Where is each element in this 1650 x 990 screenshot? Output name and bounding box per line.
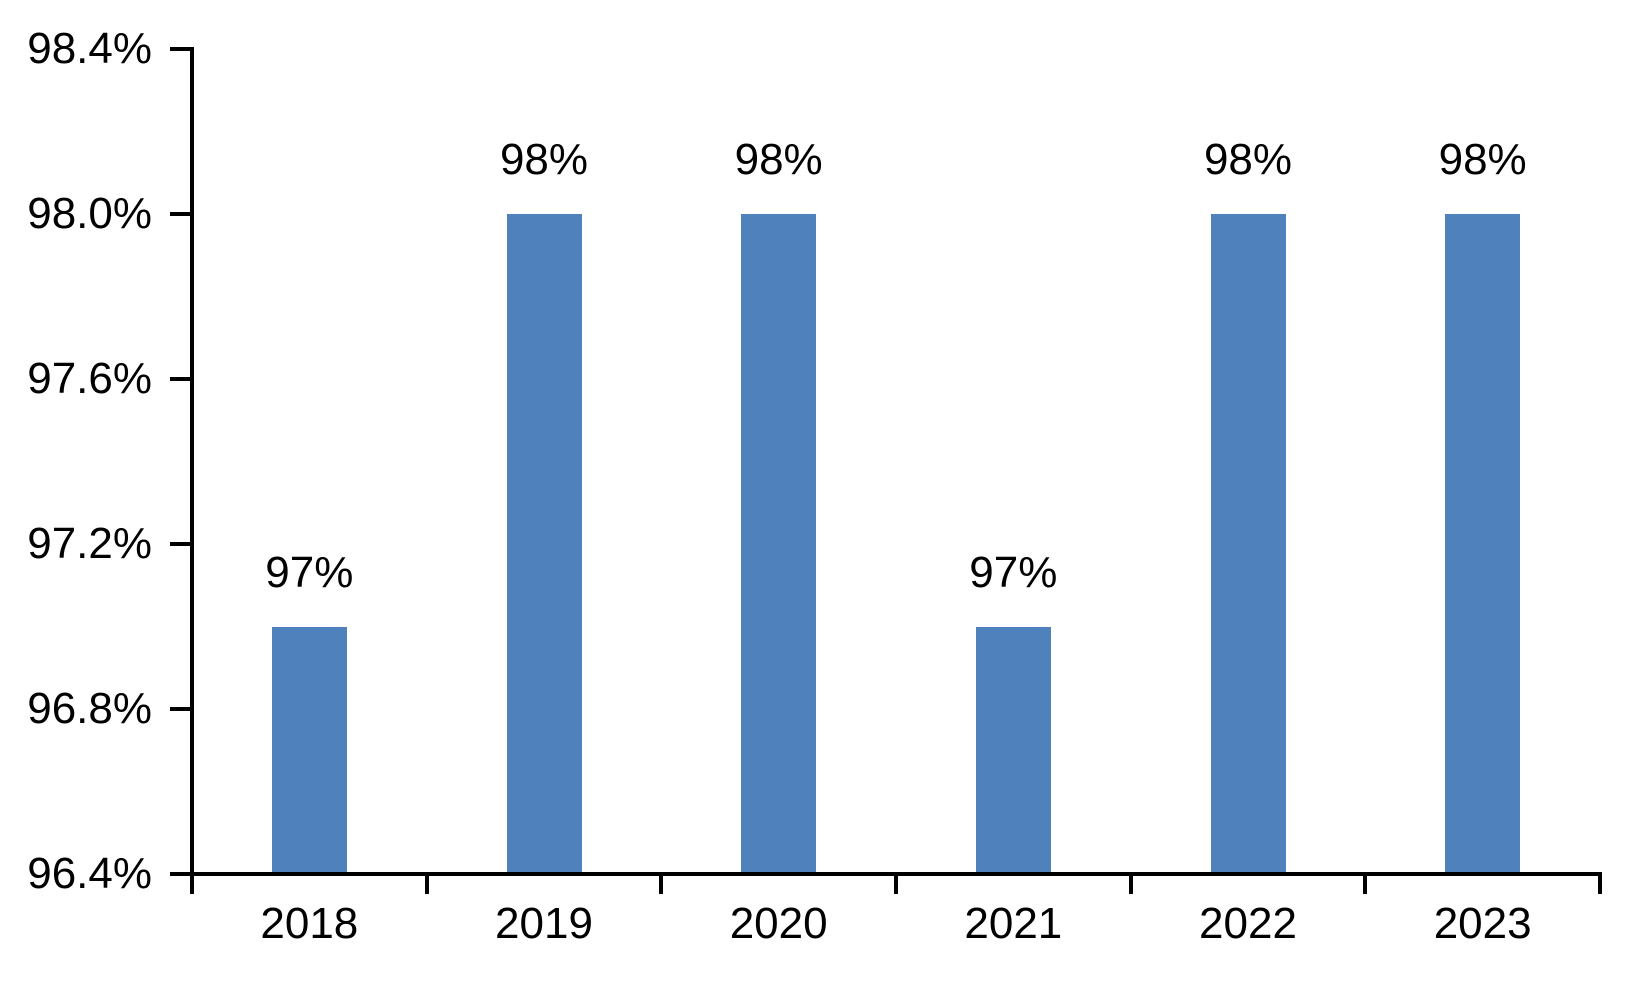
y-tick-label: 98.4%: [27, 24, 152, 73]
y-tick: [170, 542, 192, 546]
y-tick: [170, 47, 192, 51]
x-tick: [894, 874, 898, 894]
x-tick-label: 2020: [729, 899, 828, 948]
data-label: 97%: [265, 547, 354, 597]
x-tick: [1598, 874, 1602, 894]
y-tick-label: 97.6%: [27, 354, 152, 403]
y-tick-label: 98.0%: [27, 189, 152, 238]
data-label: 97%: [969, 547, 1058, 597]
x-tick: [1128, 874, 1133, 894]
bar-2020: [741, 214, 817, 872]
x-axis-line: [170, 872, 1602, 876]
y-tick: [170, 212, 192, 216]
y-tick-label: 96.8%: [27, 684, 152, 733]
data-label: 98%: [1438, 135, 1527, 184]
y-tick-label: 97.2%: [27, 519, 152, 568]
bar-2019: [506, 214, 582, 872]
y-tick: [170, 872, 192, 876]
x-tick-label: 2021: [964, 899, 1063, 948]
y-tick-label: 96.4%: [27, 849, 152, 898]
bar-2021: [975, 626, 1051, 872]
bar-2018: [271, 626, 347, 872]
x-tick: [190, 874, 194, 894]
x-tick-label: 2022: [1199, 899, 1297, 948]
y-tick: [170, 707, 192, 711]
x-tick: [659, 874, 664, 894]
x-tick: [424, 874, 429, 894]
bar-2023: [1445, 214, 1521, 872]
y-tick: [170, 377, 192, 381]
x-tick-label: 2018: [260, 899, 359, 948]
bar-2022: [1210, 214, 1286, 872]
data-label: 98%: [499, 135, 589, 184]
data-label: 98%: [734, 135, 823, 184]
data-label: 98%: [1203, 135, 1293, 184]
y-axis-line: [190, 47, 194, 878]
x-tick: [1363, 874, 1368, 894]
x-tick-label: 2019: [495, 899, 593, 948]
x-tick-label: 2023: [1433, 899, 1532, 948]
